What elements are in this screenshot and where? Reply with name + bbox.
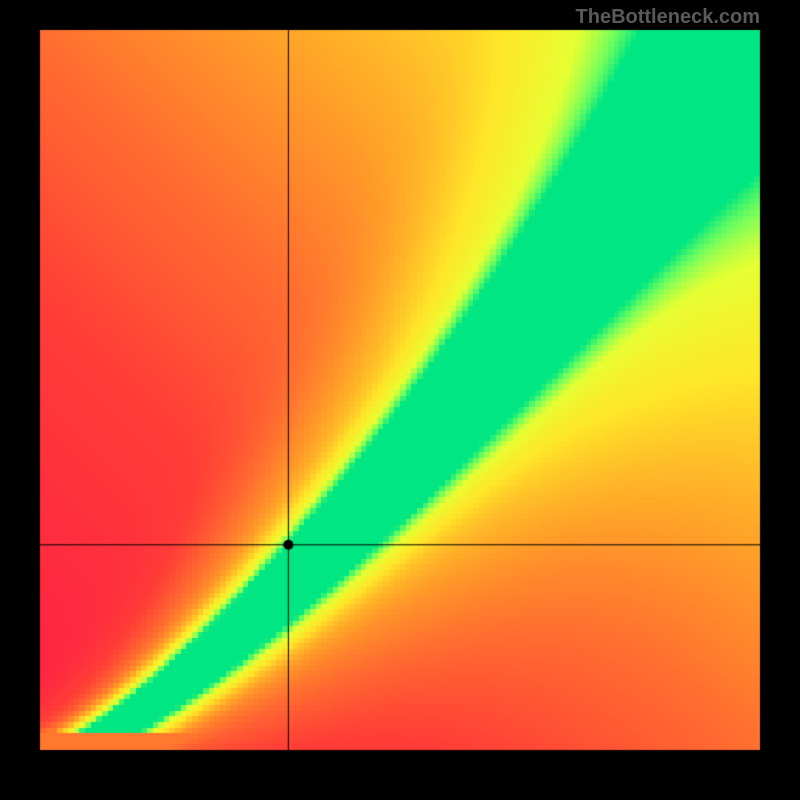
chart-container: TheBottleneck.com bbox=[0, 0, 800, 800]
watermark-text: TheBottleneck.com bbox=[576, 6, 760, 29]
heatmap-canvas bbox=[0, 0, 800, 800]
